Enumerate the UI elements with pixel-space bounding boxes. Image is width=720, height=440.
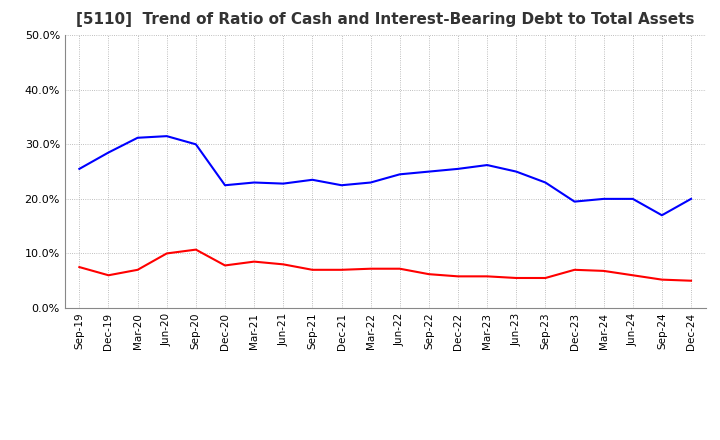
Interest-Bearing Debt [308, 177, 317, 183]
Title: [5110]  Trend of Ratio of Cash and Interest-Bearing Debt to Total Assets: [5110] Trend of Ratio of Cash and Intere… [76, 12, 695, 27]
Cash [541, 275, 550, 281]
Interest-Bearing Debt [687, 196, 696, 202]
Interest-Bearing Debt [454, 166, 462, 172]
Cash [133, 267, 142, 272]
Interest-Bearing Debt [395, 172, 404, 177]
Interest-Bearing Debt [483, 162, 492, 168]
Cash [425, 271, 433, 277]
Cash [308, 267, 317, 272]
Cash [512, 275, 521, 281]
Cash [220, 263, 229, 268]
Cash [250, 259, 258, 264]
Interest-Bearing Debt [337, 183, 346, 188]
Cash [279, 262, 287, 267]
Cash [395, 266, 404, 271]
Cash [570, 267, 579, 272]
Interest-Bearing Debt [104, 150, 113, 155]
Interest-Bearing Debt [512, 169, 521, 174]
Interest-Bearing Debt [133, 135, 142, 140]
Interest-Bearing Debt [192, 142, 200, 147]
Cash [657, 277, 666, 282]
Cash [192, 247, 200, 252]
Interest-Bearing Debt [250, 180, 258, 185]
Cash [337, 267, 346, 272]
Cash [366, 266, 375, 271]
Cash [687, 278, 696, 283]
Cash [454, 274, 462, 279]
Interest-Bearing Debt [75, 166, 84, 172]
Interest-Bearing Debt [599, 196, 608, 202]
Interest-Bearing Debt [220, 183, 229, 188]
Interest-Bearing Debt [541, 180, 550, 185]
Cash [599, 268, 608, 274]
Interest-Bearing Debt [279, 181, 287, 186]
Cash [75, 264, 84, 270]
Cash [629, 273, 637, 278]
Line: Interest-Bearing Debt: Interest-Bearing Debt [79, 136, 691, 215]
Line: Cash: Cash [79, 249, 691, 281]
Cash [483, 274, 492, 279]
Interest-Bearing Debt [570, 199, 579, 204]
Cash [163, 251, 171, 256]
Interest-Bearing Debt [425, 169, 433, 174]
Interest-Bearing Debt [657, 213, 666, 218]
Interest-Bearing Debt [366, 180, 375, 185]
Cash [104, 273, 113, 278]
Interest-Bearing Debt [163, 133, 171, 139]
Interest-Bearing Debt [629, 196, 637, 202]
